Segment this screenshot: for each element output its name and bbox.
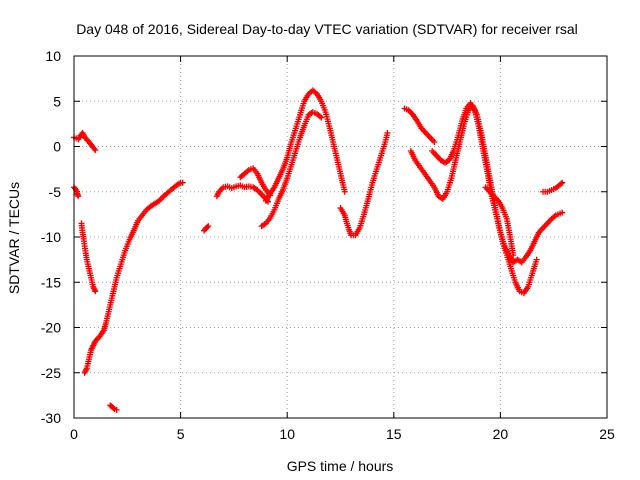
data-point bbox=[559, 209, 566, 216]
x-tick-label: 20 bbox=[493, 426, 509, 442]
plot-frame bbox=[73, 55, 608, 419]
x-tick-label: 15 bbox=[386, 426, 402, 442]
data-point bbox=[75, 193, 82, 200]
data-point bbox=[113, 406, 120, 413]
y-axis-label: SDTVAR / TECUs bbox=[6, 182, 22, 294]
series-s14 bbox=[429, 100, 566, 266]
series-s10 bbox=[262, 87, 348, 204]
data-point bbox=[510, 252, 517, 259]
y-tick-label: 5 bbox=[53, 93, 61, 109]
data-point bbox=[92, 288, 99, 295]
x-axis-label: GPS time / hours bbox=[287, 458, 394, 474]
y-tick-label: -15 bbox=[41, 274, 61, 290]
series-s9 bbox=[258, 109, 325, 230]
series-s16 bbox=[540, 179, 566, 195]
data-point bbox=[559, 179, 566, 186]
series-s7 bbox=[213, 182, 272, 205]
y-tick-label: -25 bbox=[41, 365, 61, 381]
data-point bbox=[384, 129, 391, 136]
series-s5 bbox=[81, 179, 186, 376]
chart-title: Day 048 of 2016, Sidereal Day-to-day VTE… bbox=[76, 21, 578, 37]
data-point bbox=[204, 224, 211, 231]
grid-layer bbox=[74, 56, 607, 418]
series-s3 bbox=[78, 220, 99, 295]
y-tick-label: -20 bbox=[41, 320, 61, 336]
x-tick-label: 25 bbox=[599, 426, 615, 442]
y-tick-label: -30 bbox=[41, 410, 61, 426]
data-point bbox=[558, 180, 565, 187]
x-tick-label: 10 bbox=[279, 426, 295, 442]
data-point bbox=[341, 188, 348, 195]
series-s11 bbox=[337, 129, 391, 239]
y-tick-label: 0 bbox=[53, 139, 61, 155]
data-point bbox=[318, 114, 325, 121]
tick-layer bbox=[73, 55, 608, 419]
y-tick-label: 10 bbox=[45, 48, 61, 64]
series-s6 bbox=[201, 223, 212, 234]
data-point bbox=[431, 138, 438, 145]
y-tick-label: -10 bbox=[41, 229, 61, 245]
tick-label-layer: 0 5 10 15 20 25 -30 -25 -20 -15 -10 -5 0 5 10 bbox=[41, 48, 615, 442]
series-s4 bbox=[107, 402, 120, 413]
data-point bbox=[533, 256, 540, 263]
series-s12 bbox=[401, 105, 438, 145]
series-s1 bbox=[71, 129, 99, 154]
data-point bbox=[205, 223, 212, 230]
data-point bbox=[110, 405, 117, 412]
data-point bbox=[92, 147, 99, 154]
data-point bbox=[179, 179, 186, 186]
series-s15 bbox=[482, 184, 517, 259]
data-layer bbox=[71, 87, 566, 413]
x-tick-label: 5 bbox=[177, 426, 185, 442]
y-tick-label: -5 bbox=[49, 184, 62, 200]
x-tick-label: 0 bbox=[70, 426, 78, 442]
